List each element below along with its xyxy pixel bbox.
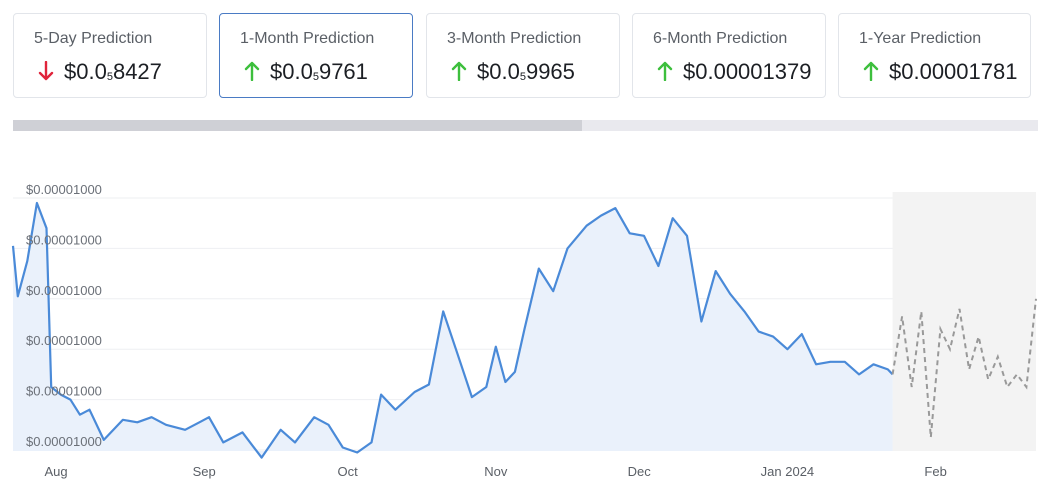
prediction-card-value: $0.00001781 (863, 59, 1017, 85)
price-value: $0.0 (270, 59, 313, 84)
y-axis-labels: $0.00001000 $0.00001000 $0.00001000 $0.0000… (26, 182, 102, 449)
y-tick-label: $0.00001000 (26, 384, 102, 399)
prediction-card-label: 1-Month Prediction (240, 30, 375, 47)
price-value: $0.00001781 (889, 59, 1018, 84)
arrow-up-icon (863, 59, 881, 85)
price-area-fill (13, 203, 893, 458)
prediction-card-label: 3-Month Prediction (447, 30, 582, 47)
prediction-card[interactable]: 3-Month Prediction $0.059965 (426, 13, 620, 98)
x-tick-label: Jan 2024 (761, 464, 815, 479)
price-value-digits: 8427 (112, 59, 162, 84)
prediction-card-value: $0.058427 (38, 59, 162, 85)
price-value: $0.0 (477, 59, 520, 84)
prediction-card-label: 6-Month Prediction (653, 30, 788, 47)
x-tick-label: Aug (44, 464, 67, 479)
prediction-card-value: $0.059965 (451, 59, 575, 85)
prediction-card[interactable]: 1-Year Prediction $0.00001781 (838, 13, 1031, 98)
prediction-card[interactable]: 5-Day Prediction $0.058427 (13, 13, 207, 98)
prediction-card[interactable]: 6-Month Prediction $0.00001379 (632, 13, 826, 98)
zero-count-subscript: 5 (106, 71, 113, 83)
zero-count-subscript: 5 (519, 71, 526, 83)
x-tick-label: Sep (193, 464, 216, 479)
chart-range-scrollbar[interactable] (13, 120, 1038, 131)
price-line (11, 201, 894, 459)
y-tick-label: $0.00001000 (26, 283, 102, 298)
prediction-card-value: $0.00001379 (657, 59, 811, 85)
x-tick-label: Feb (924, 464, 946, 479)
arrow-up-icon (657, 59, 675, 85)
x-tick-label: Dec (628, 464, 652, 479)
x-tick-label: Oct (338, 464, 359, 479)
x-axis-labels: Aug Sep Oct Nov Dec Jan 2024 Feb (44, 464, 946, 479)
y-tick-label: $0.00001000 (26, 333, 102, 348)
y-tick-label: $0.00001000 (26, 434, 102, 449)
prediction-cards: 5-Day Prediction $0.058427 1-Month Predict… (13, 13, 1033, 100)
price-value: $0.00001379 (683, 59, 812, 84)
prediction-card-label: 1-Year Prediction (859, 30, 982, 47)
x-tick-label: Nov (484, 464, 508, 479)
forecast-region (892, 192, 1036, 451)
zero-count-subscript: 5 (312, 71, 319, 83)
arrow-up-icon (451, 59, 469, 85)
price-prediction-chart: $0.00001000 $0.00001000 $0.00001000 $0.0000… (11, 182, 1037, 479)
arrow-down-icon (38, 59, 56, 85)
prediction-card[interactable]: 1-Month Prediction $0.059761 (219, 13, 413, 98)
price-value-digits: 9761 (318, 59, 368, 84)
prediction-card-value: $0.059761 (244, 59, 368, 85)
arrow-up-icon (244, 59, 262, 85)
y-tick-label: $0.00001000 (26, 182, 102, 197)
forecast-line (891, 298, 1037, 438)
scrollbar-thumb[interactable] (13, 120, 582, 131)
price-value: $0.0 (64, 59, 107, 84)
price-value-digits: 9965 (525, 59, 575, 84)
y-tick-label: $0.00001000 (26, 232, 102, 247)
prediction-card-label: 5-Day Prediction (34, 30, 153, 47)
